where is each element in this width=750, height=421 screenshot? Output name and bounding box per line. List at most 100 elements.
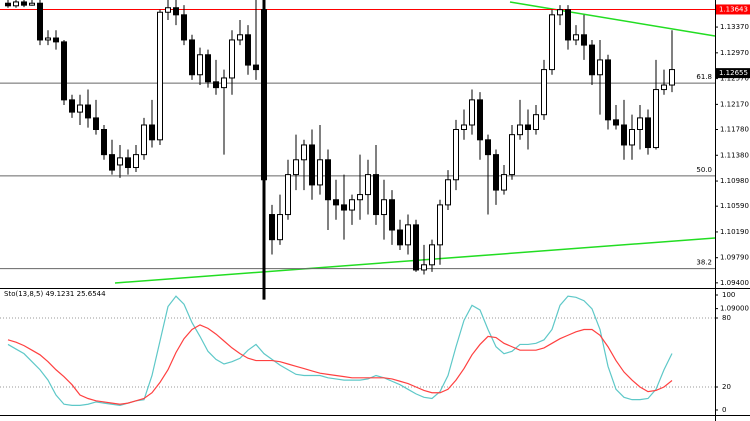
candle-body bbox=[357, 194, 363, 201]
candle-body bbox=[245, 34, 251, 66]
y-tick-label: 1.10590 bbox=[720, 202, 749, 210]
candle-body bbox=[29, 2, 35, 6]
candle-body bbox=[381, 199, 387, 216]
candle-body bbox=[621, 124, 627, 146]
candle-body bbox=[365, 174, 371, 196]
candle-body bbox=[573, 34, 579, 41]
candle-body bbox=[501, 174, 507, 191]
y-tick-label: 100 bbox=[722, 291, 735, 299]
candle-body bbox=[629, 129, 635, 146]
indicator-line bbox=[7, 295, 673, 407]
fibo-level-label: 38.2 bbox=[696, 259, 712, 267]
indicator-value: 49.1231 bbox=[45, 290, 74, 298]
candle-body bbox=[141, 124, 147, 156]
candle-body bbox=[253, 64, 259, 71]
candle-body bbox=[589, 44, 595, 76]
candle-body bbox=[581, 34, 587, 46]
y-tick-label: 1.12170 bbox=[720, 100, 749, 108]
candle-body bbox=[437, 204, 443, 246]
candle-body bbox=[53, 37, 59, 43]
candle-body bbox=[165, 7, 171, 13]
candle-body bbox=[461, 124, 467, 131]
candle-body bbox=[341, 204, 347, 211]
marked-price-box bbox=[716, 4, 750, 15]
candle-body bbox=[565, 9, 571, 41]
candle-body bbox=[421, 264, 427, 271]
candle-body bbox=[189, 39, 195, 76]
candle-body bbox=[45, 37, 51, 41]
candle-body bbox=[261, 9, 267, 181]
candle-body bbox=[317, 159, 323, 186]
candle-body bbox=[117, 157, 123, 166]
y-tick-label: 1.11380 bbox=[720, 151, 749, 159]
candle-body bbox=[285, 174, 291, 216]
indicator-line bbox=[7, 324, 673, 405]
candle-body bbox=[213, 81, 219, 89]
y-tick-label: 20 bbox=[722, 383, 731, 391]
candle-body bbox=[605, 59, 611, 121]
candle-body bbox=[549, 14, 555, 71]
candle-body bbox=[413, 224, 419, 271]
candle-body bbox=[525, 124, 531, 131]
candle-body bbox=[197, 54, 203, 76]
candle-body bbox=[133, 154, 139, 169]
y-tick-label: 1.13370 bbox=[720, 23, 749, 31]
last-price-label: 1.12655 bbox=[719, 69, 748, 77]
y-tick-label: 0 bbox=[722, 406, 726, 414]
trend-line bbox=[509, 1, 716, 37]
candle-body bbox=[469, 99, 475, 126]
candle-body bbox=[109, 154, 115, 171]
candle-body bbox=[69, 99, 75, 113]
candle-body bbox=[669, 69, 675, 86]
candle-body bbox=[93, 117, 99, 131]
candle-body bbox=[453, 129, 459, 181]
candle-body bbox=[533, 114, 539, 131]
candle-body bbox=[477, 99, 483, 141]
candle-body bbox=[77, 104, 83, 113]
candle-body bbox=[429, 244, 435, 266]
y-tick-label: 1.11780 bbox=[720, 126, 749, 134]
y-tick-label: 1.09000 bbox=[720, 305, 749, 313]
oscillator-panel: 0 20 80 100 bbox=[0, 291, 735, 414]
marked-price-label: 1.13643 bbox=[719, 5, 748, 13]
candle-body bbox=[509, 134, 515, 176]
y-tick-label: 80 bbox=[722, 314, 731, 322]
candle-body bbox=[613, 119, 619, 126]
candle-body bbox=[325, 159, 331, 201]
y-tick-label: 1.10980 bbox=[720, 177, 749, 185]
candle-body bbox=[157, 11, 163, 141]
candle-body bbox=[389, 199, 395, 231]
last-price-box bbox=[716, 68, 750, 79]
candle-body bbox=[485, 139, 491, 156]
candle-body bbox=[661, 84, 667, 91]
candle-body bbox=[557, 9, 563, 16]
candle-body bbox=[517, 124, 523, 136]
candle-body bbox=[173, 7, 179, 16]
candle-body bbox=[229, 39, 235, 79]
y-tick-label: 1.10190 bbox=[720, 228, 749, 236]
candle-body bbox=[301, 144, 307, 161]
fibo-level-label: 61.8 bbox=[696, 73, 712, 81]
candle-body bbox=[269, 214, 275, 241]
candle-body bbox=[373, 174, 379, 216]
candle-body bbox=[237, 34, 243, 41]
candle-body bbox=[333, 199, 339, 206]
candle-body bbox=[645, 117, 651, 149]
candle-body bbox=[541, 69, 547, 116]
candle-body bbox=[181, 14, 187, 41]
candle-body bbox=[397, 229, 403, 246]
fibo-level-label: 50.0 bbox=[696, 166, 712, 174]
candle-body bbox=[653, 89, 659, 149]
y-tick-label: 1.12570 bbox=[720, 75, 749, 83]
candle-body bbox=[405, 224, 411, 246]
candle-body bbox=[221, 77, 227, 89]
candle-body bbox=[597, 59, 603, 76]
candle-body bbox=[61, 41, 67, 101]
y-tick-label: 1.09790 bbox=[720, 254, 749, 262]
indicator-title: Sto(13,8,5) 49.1231 25.6544 bbox=[4, 290, 106, 298]
candle-body bbox=[101, 129, 107, 156]
candle-body bbox=[85, 104, 91, 119]
indicator-value: 25.6544 bbox=[77, 290, 106, 298]
candle-body bbox=[277, 214, 283, 241]
